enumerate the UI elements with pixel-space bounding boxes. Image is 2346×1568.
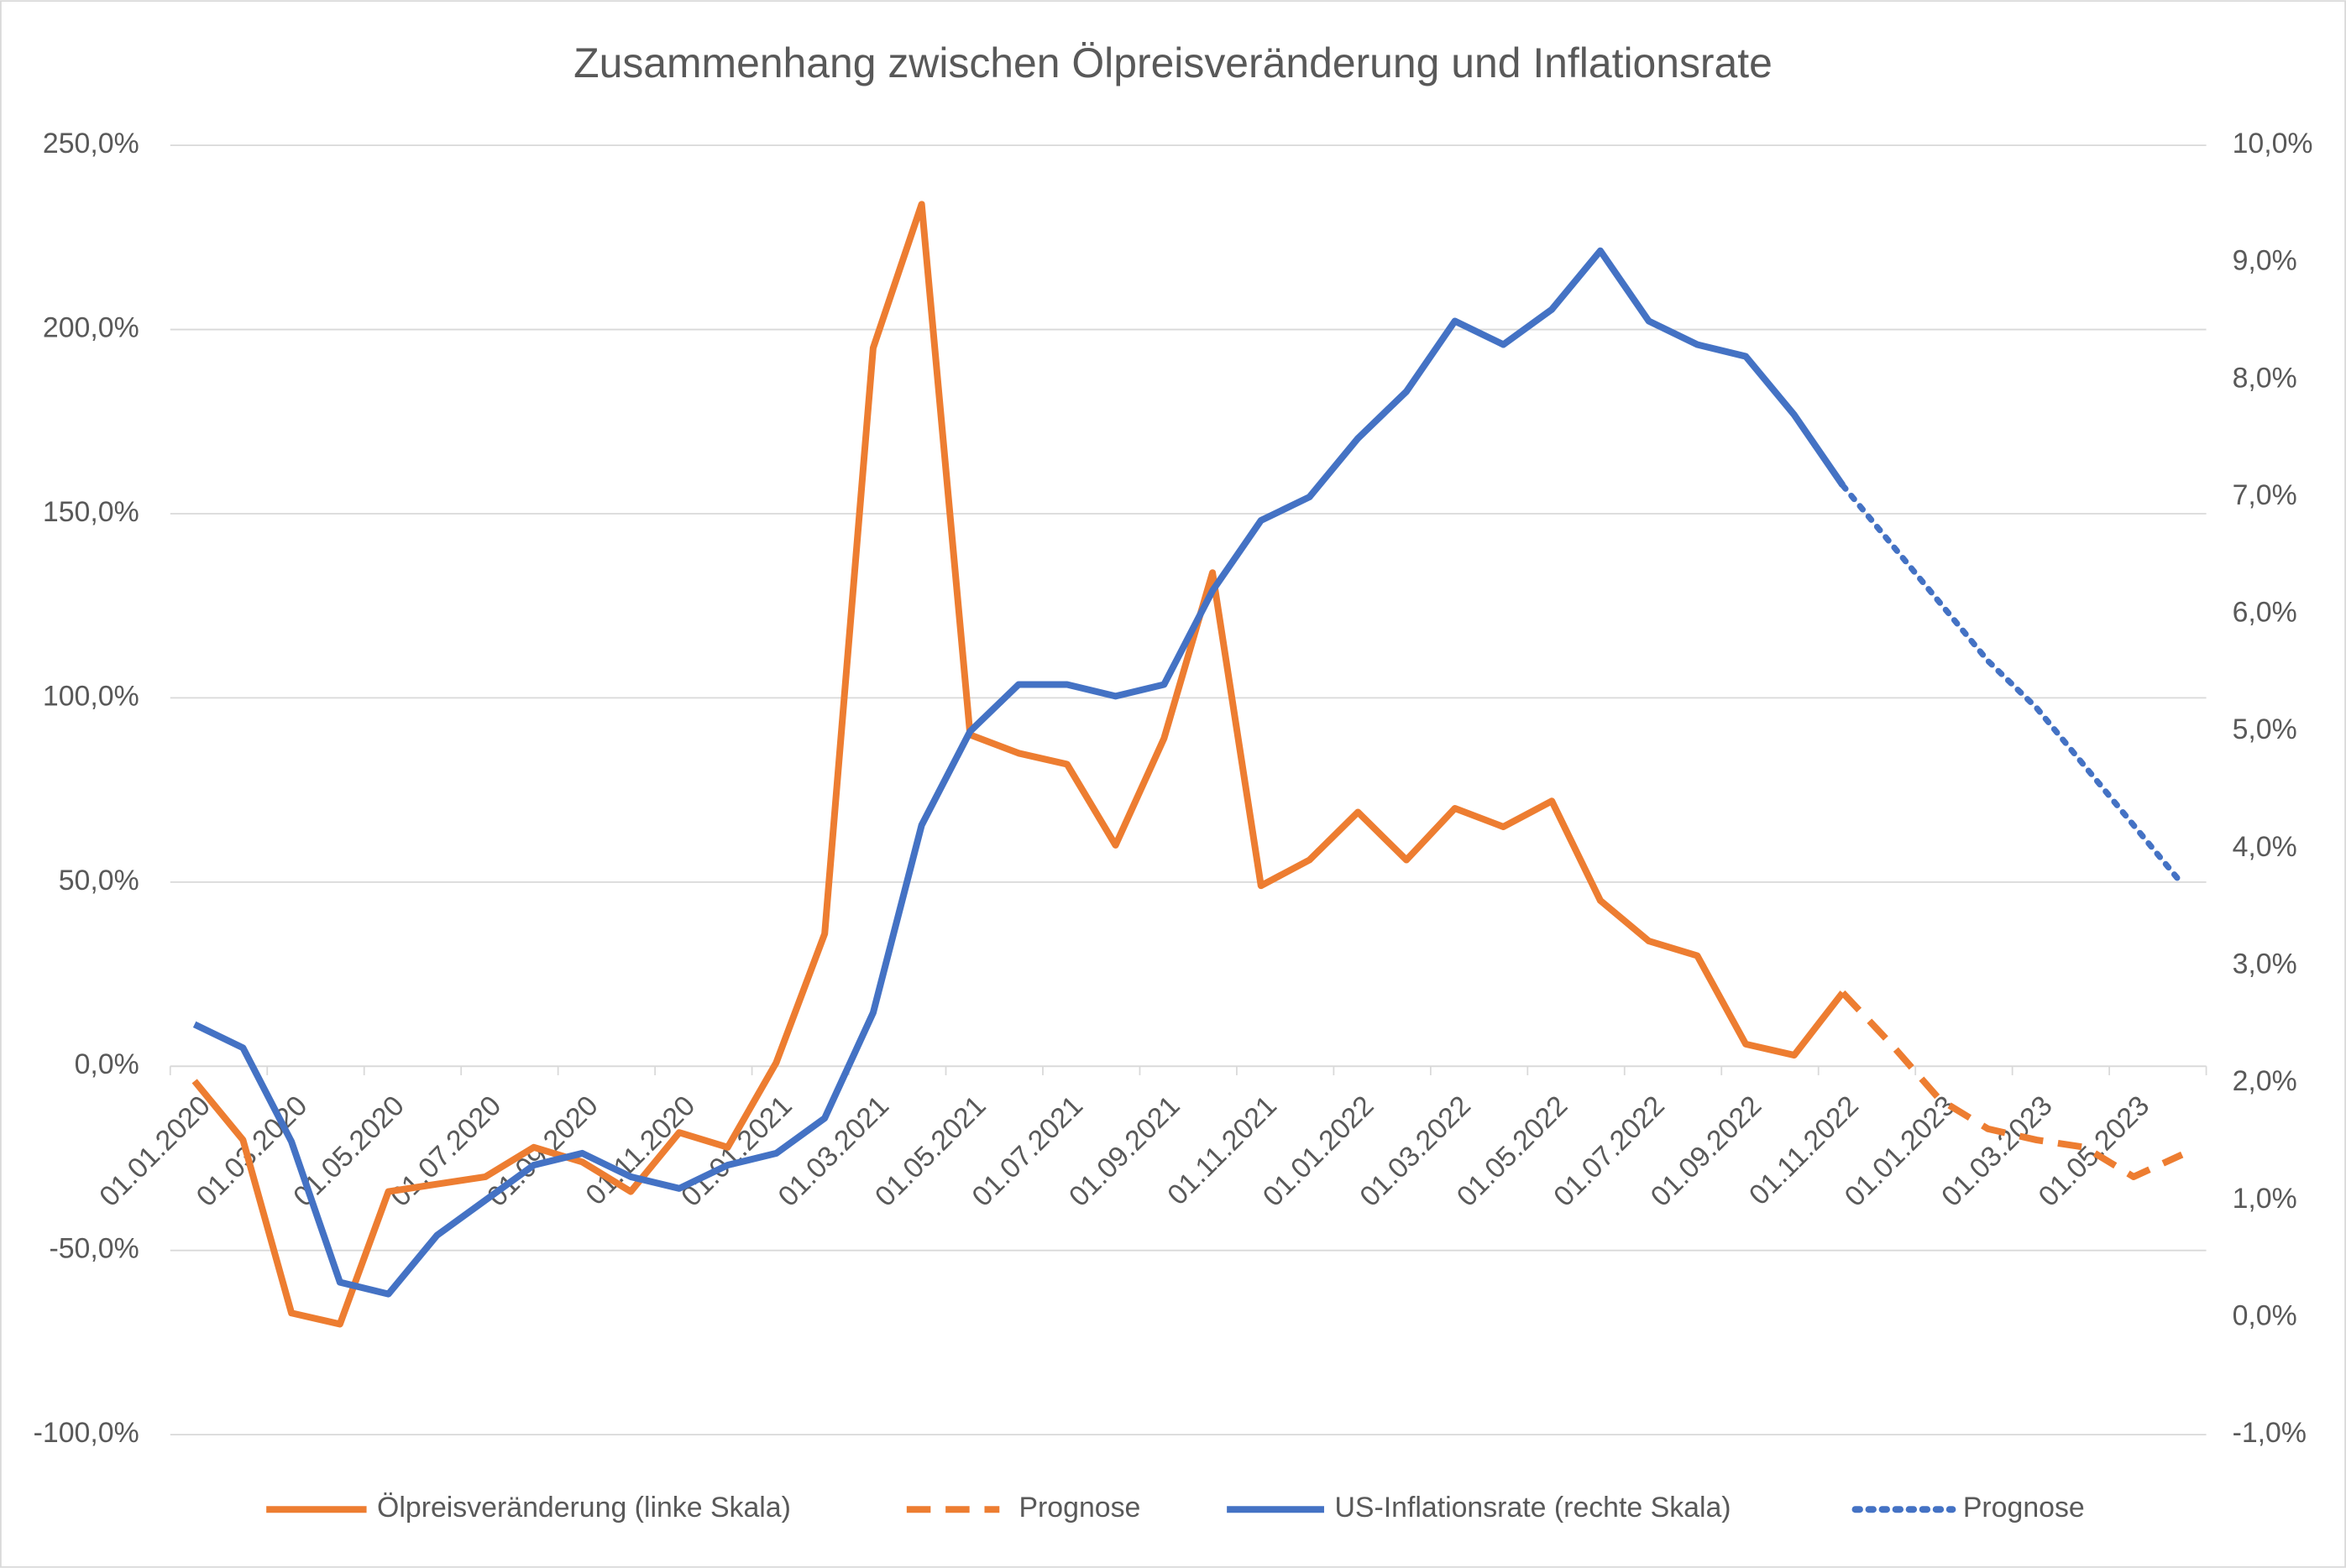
series-line (192, 247, 1846, 1298)
series-line (1840, 482, 2186, 887)
series-line (1840, 990, 2184, 1180)
y2-tick-label: -1,0% (2233, 1417, 2307, 1449)
y2-tick-label: 5,0% (2233, 713, 2297, 745)
y2-tick-label: 3,0% (2233, 949, 2297, 980)
y2-tick-label: 7,0% (2233, 479, 2297, 511)
y-tick-label: 250,0% (43, 128, 139, 159)
y2-tick-label: 6,0% (2233, 597, 2297, 629)
y-tick-label: 150,0% (43, 496, 139, 528)
legend-label: US-Inflationsrate (rechte Skala) (1334, 1492, 1731, 1524)
y2-tick-label: 4,0% (2233, 831, 2297, 863)
series-line (191, 201, 1846, 1328)
y-tick-label: -100,0% (34, 1417, 139, 1449)
y2-tick-label: 10,0% (2233, 128, 2313, 159)
legend-label: Prognose (1963, 1492, 2085, 1524)
y2-tick-label: 2,0% (2233, 1065, 2297, 1097)
y2-tick-label: 8,0% (2233, 362, 2297, 394)
chart-title: Zusammenhang zwischen Ölpreisveränderung… (573, 39, 1773, 86)
legend-label: Prognose (1019, 1492, 1140, 1524)
legend-label: Ölpreisveränderung (linke Skala) (377, 1492, 791, 1524)
y-tick-label: -50,0% (49, 1233, 139, 1265)
y-tick-label: 50,0% (59, 865, 139, 896)
y2-tick-label: 1,0% (2233, 1183, 2297, 1215)
y2-tick-label: 0,0% (2233, 1299, 2297, 1331)
y-tick-label: 0,0% (75, 1048, 139, 1080)
y-tick-label: 100,0% (43, 680, 139, 712)
y2-tick-label: 9,0% (2233, 245, 2297, 277)
y-tick-label: 200,0% (43, 311, 139, 343)
